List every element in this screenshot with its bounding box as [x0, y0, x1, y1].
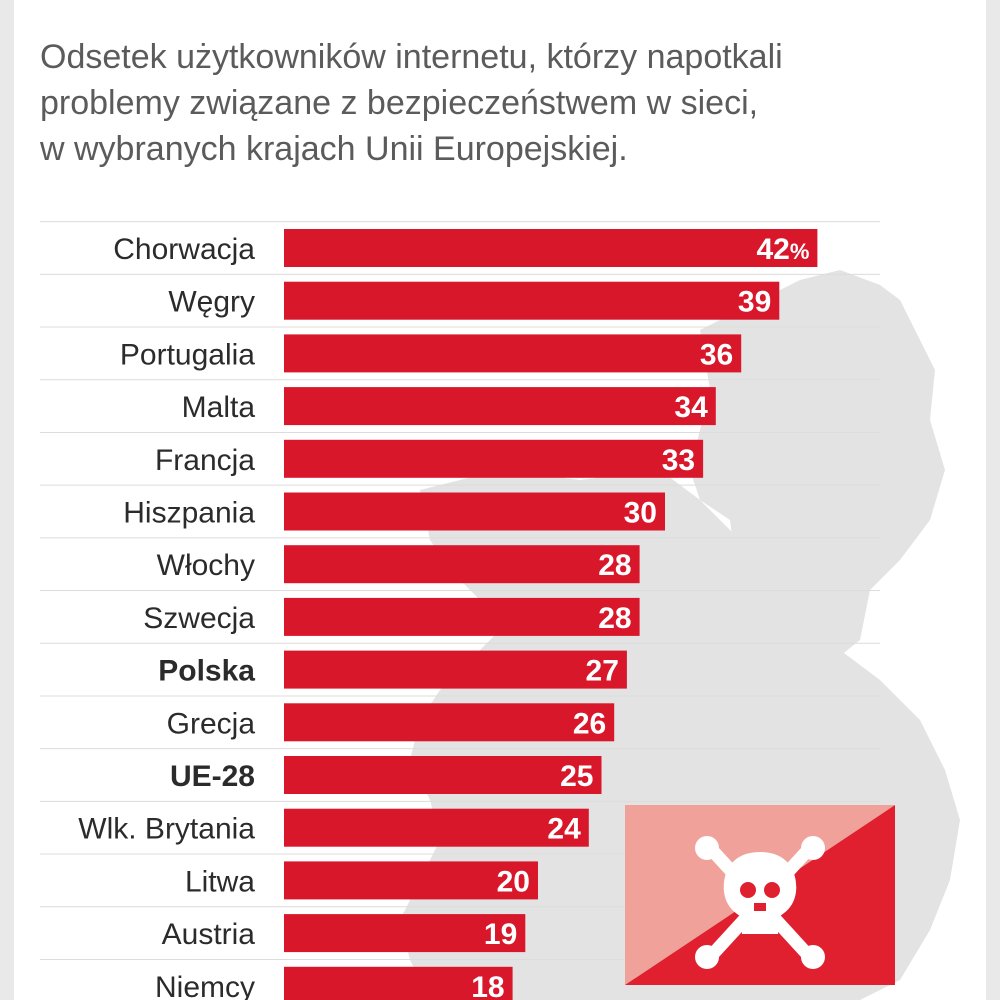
bar: [284, 650, 627, 689]
value-label: 25: [560, 760, 593, 793]
bar: [284, 703, 615, 742]
category-label: Chorwacja: [113, 233, 255, 266]
value-label: 42%: [756, 233, 809, 266]
skull-crossbones-icon: [695, 836, 825, 969]
value-label: 27: [586, 655, 619, 688]
category-label: Hiszpania: [123, 497, 255, 530]
bar: [284, 966, 513, 1000]
bar: [284, 756, 602, 794]
bar: [284, 914, 526, 953]
bar: [284, 229, 818, 267]
bar: [284, 861, 538, 900]
category-label: Polska: [158, 655, 255, 688]
value-label: 39: [738, 286, 771, 319]
value-label: 36: [700, 338, 733, 371]
value-label: 19: [484, 918, 517, 951]
subtitle-line: w wybranych krajach Unii Europejskiej.: [40, 130, 628, 168]
bar: [284, 334, 742, 373]
bar: [284, 492, 665, 531]
value-label: 28: [598, 549, 631, 582]
bar: [284, 439, 704, 478]
category-label: Włochy: [157, 549, 255, 582]
bar: [284, 387, 716, 426]
category-label: Francja: [155, 444, 255, 477]
category-label: UE-28: [170, 760, 255, 793]
category-label: Portugalia: [120, 338, 255, 371]
warning-badge: [625, 805, 895, 985]
category-label: Niemcy: [155, 971, 255, 1000]
value-label: 33: [662, 444, 695, 477]
bar: [284, 281, 780, 320]
map-britain: [630, 700, 700, 810]
bar: [284, 808, 589, 847]
category-label: Szwecja: [143, 602, 255, 635]
value-label: 20: [497, 865, 530, 898]
category-label: Węgry: [168, 286, 255, 319]
category-label: Austria: [162, 918, 256, 951]
subtitle-line: problemy związane z bezpieczeństwem w si…: [40, 84, 759, 122]
category-label: Litwa: [185, 865, 255, 898]
bars: Chorwacja 42% Węgry 39 Portugalia 36 Malta 34 Fr…: [78, 229, 818, 1000]
subtitle-line: Odsetek użytkowników internetu, którzy n…: [40, 38, 783, 76]
gridlines: [40, 221, 880, 960]
bar: [284, 545, 640, 584]
value-label: 26: [573, 707, 606, 740]
category-label: Wlk. Brytania: [78, 813, 255, 846]
bar: [284, 597, 640, 636]
category-label: Malta: [182, 391, 256, 424]
value-label: 30: [624, 497, 657, 530]
category-label: Grecja: [167, 707, 256, 740]
value-label: 34: [674, 391, 708, 424]
value-label: 18: [471, 971, 504, 1000]
value-label: 28: [598, 602, 631, 635]
value-label: 24: [547, 813, 581, 846]
chart-subtitle: Odsetek użytkowników internetu, którzy n…: [40, 34, 960, 172]
